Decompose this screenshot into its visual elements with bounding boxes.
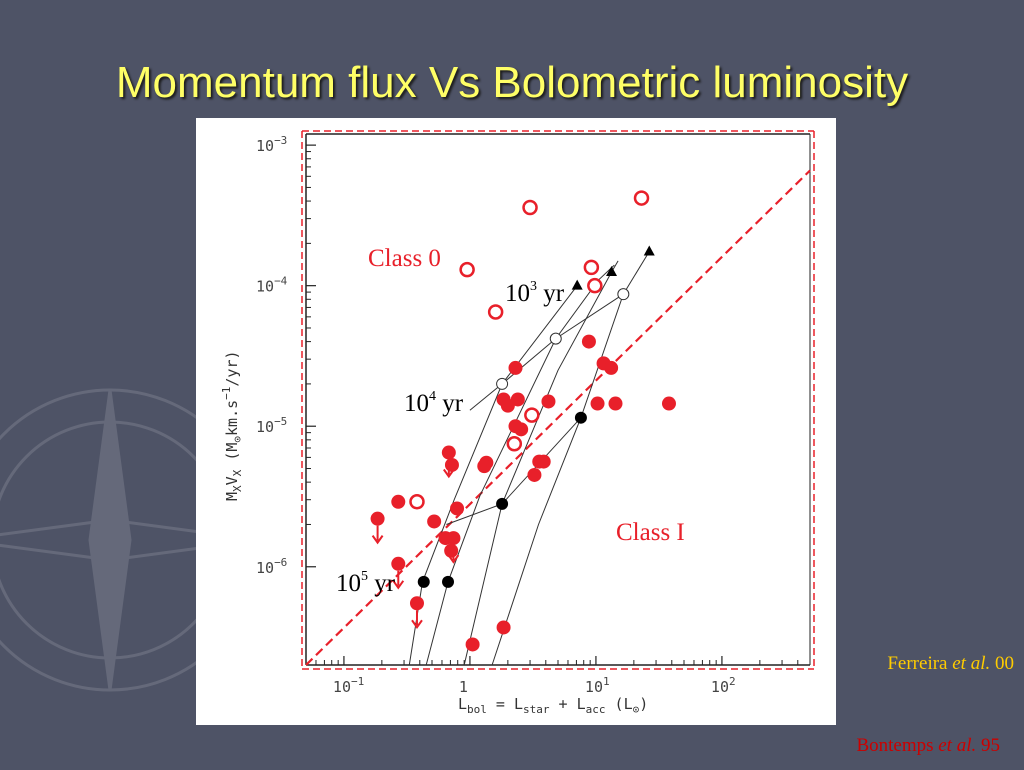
- filled-red-point: [536, 454, 551, 469]
- evolution-track: [463, 260, 619, 666]
- open-red-point: [487, 304, 504, 320]
- filled-model-point: [574, 411, 587, 424]
- open-red-point: [633, 190, 650, 206]
- isochrone-line: [469, 293, 624, 411]
- citation-ferreira-author: Ferreira: [887, 653, 948, 674]
- filled-red-point: [514, 422, 529, 437]
- filled-red-point: [496, 620, 511, 635]
- age-1e4-exp: 4: [429, 389, 436, 404]
- x-tick-label: 102: [711, 675, 736, 696]
- filled-red-point: [590, 396, 605, 411]
- filled-red-point: [409, 596, 424, 611]
- data-points: [370, 190, 676, 652]
- age-1e4-unit: yr: [436, 390, 464, 417]
- x-tick-label: 1: [459, 678, 468, 696]
- x-tick-label: 10−1: [333, 675, 364, 696]
- filled-red-point: [450, 501, 465, 516]
- age-1e4-base: 10: [404, 390, 429, 417]
- open-red-point: [522, 199, 538, 216]
- filled-red-point: [661, 396, 676, 411]
- filled-red-point: [541, 394, 556, 409]
- y-axis-label: MXVX (M⊙km.s−1/yr): [220, 350, 244, 501]
- triangle-model-point: [606, 266, 618, 277]
- open-model-point: [496, 377, 509, 390]
- slide-title: Momentum flux Vs Bolometric luminosity: [115, 58, 909, 107]
- annotations: Class 0 Class I 103 yr 104 yr 105 yr: [336, 245, 685, 597]
- open-model-point: [549, 332, 562, 345]
- filled-model-point: [442, 575, 455, 588]
- y-tick-label: 10−5: [256, 415, 287, 436]
- citation-ferreira: Ferreira et al. 00: [887, 653, 1014, 675]
- open-red-point: [409, 494, 425, 510]
- upper-limit-arrowhead: [411, 619, 423, 629]
- open-model-point: [617, 288, 630, 301]
- age-1e5-exp: 5: [361, 569, 368, 584]
- citation-bontemps-year: 95: [981, 735, 1000, 756]
- filled-red-point: [444, 543, 459, 558]
- age-1e5-unit: yr: [368, 570, 396, 597]
- x-axis-label: Lbol = Lstar + Lacc (L⊙): [458, 695, 648, 716]
- triangle-model-point: [571, 279, 583, 290]
- upper-limit-arrowhead: [371, 535, 384, 545]
- classI-label: Class I: [616, 519, 685, 546]
- evolution-track: [425, 264, 615, 666]
- citation-bontemps: Bontemps et al. 95: [856, 735, 1000, 757]
- filled-red-point: [441, 445, 456, 460]
- filled-red-point: [581, 334, 596, 349]
- citation-ferreira-year: 00: [995, 653, 1014, 674]
- citation-bontemps-author: Bontemps: [856, 735, 934, 756]
- age-1e4-label: 104 yr: [404, 389, 464, 417]
- filled-red-point: [427, 514, 442, 529]
- age-1e5-label: 105 yr: [336, 569, 396, 597]
- filled-red-point: [391, 556, 406, 571]
- filled-red-point: [510, 392, 525, 407]
- y-tick-label: 10−3: [256, 134, 287, 155]
- filled-red-point: [370, 511, 385, 526]
- age-1e3-unit: yr: [537, 280, 565, 307]
- filled-model-point: [496, 497, 509, 510]
- y-tick-label: 10−4: [256, 275, 288, 296]
- citation-ferreira-etal: et al.: [952, 653, 991, 674]
- filled-red-point: [508, 360, 523, 375]
- filled-red-point: [527, 467, 542, 482]
- filled-red-point: [608, 396, 623, 411]
- age-1e3-label: 103 yr: [505, 279, 565, 307]
- filled-red-point: [444, 457, 459, 472]
- filled-red-point: [391, 494, 406, 509]
- filled-red-point: [500, 398, 515, 413]
- age-1e3-base: 10: [505, 280, 530, 307]
- y-axis-ticks: 10−3 10−4 10−5 10−6: [256, 134, 316, 577]
- y-tick-label: 10−6: [256, 556, 287, 577]
- open-red-point: [459, 261, 475, 278]
- upper-limit-arrowhead: [392, 580, 405, 590]
- open-red-point: [506, 436, 523, 452]
- open-red-point: [583, 259, 600, 276]
- x-tick-label: 101: [585, 675, 610, 696]
- fit-line: [305, 169, 811, 666]
- filled-red-point: [465, 637, 480, 652]
- chart-svg: 10−1 1 101 102 10−3 10−4 10−5 10−6 Class 0 Cla…: [220, 130, 815, 716]
- x-axis-ticks: 10−1 1 101 102: [315, 656, 799, 696]
- class0-label: Class 0: [368, 245, 441, 272]
- age-1e3-exp: 3: [530, 279, 537, 294]
- open-red-point: [587, 277, 603, 294]
- chart-figure: 10−1 1 101 102 10−3 10−4 10−5 10−6 Class 0 Cla…: [196, 118, 836, 725]
- filled-red-point: [446, 531, 461, 546]
- filled-red-point: [604, 360, 619, 375]
- filled-red-point: [477, 459, 492, 474]
- age-1e5-base: 10: [336, 570, 361, 597]
- triangle-model-point: [643, 245, 655, 256]
- filled-model-point: [417, 575, 430, 588]
- citation-bontemps-etal: et al.: [938, 735, 977, 756]
- open-red-point: [524, 407, 540, 423]
